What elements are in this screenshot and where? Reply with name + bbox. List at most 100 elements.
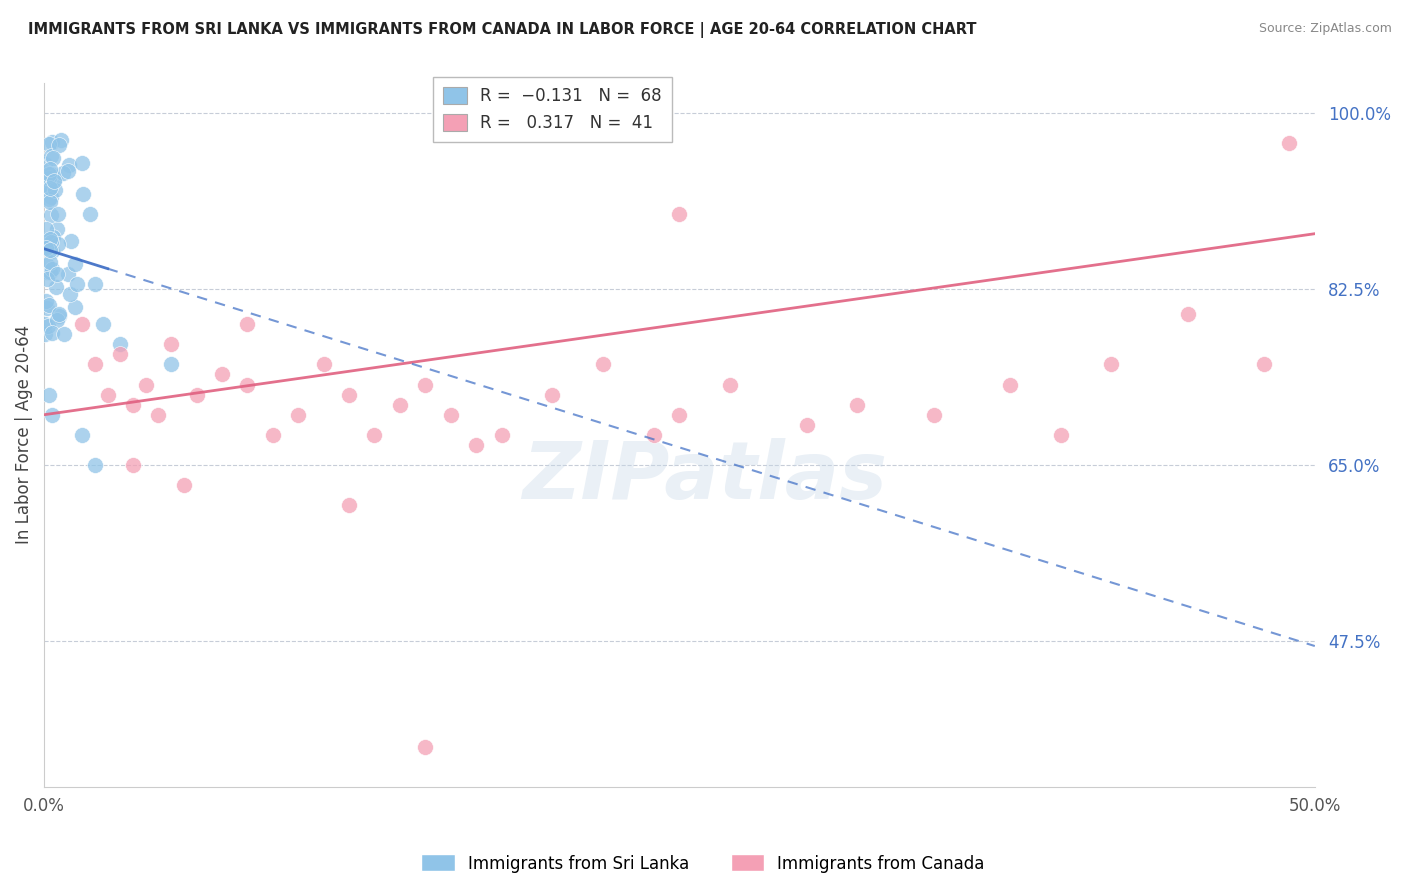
Point	[415, 377, 437, 392]
Point	[998, 377, 1021, 392]
Point	[44, 171, 66, 186]
Point	[46, 237, 69, 252]
Point	[84, 358, 107, 372]
Point	[60, 234, 83, 248]
Point	[63, 257, 86, 271]
Point	[49, 133, 72, 147]
Point	[44, 183, 66, 197]
Point	[160, 358, 183, 372]
Point	[38, 298, 60, 312]
Point	[922, 408, 945, 422]
Point	[48, 138, 70, 153]
Point	[53, 327, 76, 342]
Point	[363, 427, 385, 442]
Point	[388, 398, 411, 412]
Point	[39, 208, 62, 222]
Point	[186, 387, 208, 401]
Point	[1049, 427, 1071, 442]
Point	[34, 293, 56, 308]
Point	[1101, 358, 1123, 372]
Point	[1253, 358, 1275, 372]
Point	[39, 190, 62, 204]
Point	[63, 300, 86, 314]
Point	[58, 267, 80, 281]
Point	[35, 222, 58, 236]
Point	[796, 417, 818, 432]
Point	[337, 498, 360, 512]
Point	[38, 170, 60, 185]
Point	[262, 427, 284, 442]
Point	[1177, 307, 1199, 321]
Point	[42, 229, 65, 244]
Point	[122, 458, 145, 472]
Point	[66, 277, 89, 291]
Point	[41, 262, 63, 277]
Point	[38, 387, 60, 401]
Point	[91, 317, 114, 331]
Point	[592, 358, 614, 372]
Point	[491, 427, 513, 442]
Text: IMMIGRANTS FROM SRI LANKA VS IMMIGRANTS FROM CANADA IN LABOR FORCE | AGE 20-64 C: IMMIGRANTS FROM SRI LANKA VS IMMIGRANTS …	[28, 22, 977, 38]
Point	[541, 387, 564, 401]
Point	[52, 166, 75, 180]
Point	[35, 301, 58, 315]
Point	[37, 265, 59, 279]
Point	[110, 337, 132, 351]
Point	[48, 307, 70, 321]
Point	[38, 255, 60, 269]
Point	[39, 231, 62, 245]
Point	[45, 280, 67, 294]
Point	[46, 206, 69, 220]
Point	[440, 408, 463, 422]
Point	[39, 235, 62, 249]
Text: ZIPatlas: ZIPatlas	[523, 438, 887, 516]
Point	[46, 313, 69, 327]
Point	[35, 258, 58, 272]
Point	[415, 739, 437, 754]
Point	[34, 317, 56, 331]
Legend: Immigrants from Sri Lanka, Immigrants from Canada: Immigrants from Sri Lanka, Immigrants fr…	[415, 847, 991, 880]
Point	[668, 408, 690, 422]
Point	[44, 174, 66, 188]
Point	[846, 398, 869, 412]
Point	[39, 194, 62, 209]
Point	[37, 319, 59, 334]
Point	[39, 185, 62, 199]
Point	[58, 287, 80, 301]
Point	[38, 192, 60, 206]
Point	[70, 156, 93, 170]
Text: Source: ZipAtlas.com: Source: ZipAtlas.com	[1258, 22, 1392, 36]
Point	[236, 377, 259, 392]
Point	[41, 408, 63, 422]
Point	[46, 222, 69, 236]
Point	[38, 181, 60, 195]
Point	[42, 151, 65, 165]
Point	[34, 178, 56, 192]
Point	[337, 387, 360, 401]
Point	[79, 206, 101, 220]
Point	[668, 206, 690, 220]
Point	[160, 337, 183, 351]
Point	[1278, 136, 1301, 151]
Point	[58, 163, 80, 178]
Point	[72, 187, 94, 202]
Point	[45, 267, 67, 281]
Point	[718, 377, 741, 392]
Point	[122, 398, 145, 412]
Point	[39, 265, 62, 279]
Legend: R =  −0.131   N =  68, R =   0.317   N =  41: R = −0.131 N = 68, R = 0.317 N = 41	[433, 77, 672, 142]
Point	[465, 438, 488, 452]
Point	[37, 232, 59, 246]
Point	[97, 387, 120, 401]
Point	[35, 241, 58, 255]
Point	[37, 271, 59, 285]
Point	[58, 158, 80, 172]
Point	[84, 458, 107, 472]
Point	[39, 167, 62, 181]
Point	[38, 167, 60, 181]
Point	[135, 377, 157, 392]
Point	[38, 243, 60, 257]
Point	[643, 427, 665, 442]
Point	[39, 149, 62, 163]
Point	[38, 162, 60, 177]
